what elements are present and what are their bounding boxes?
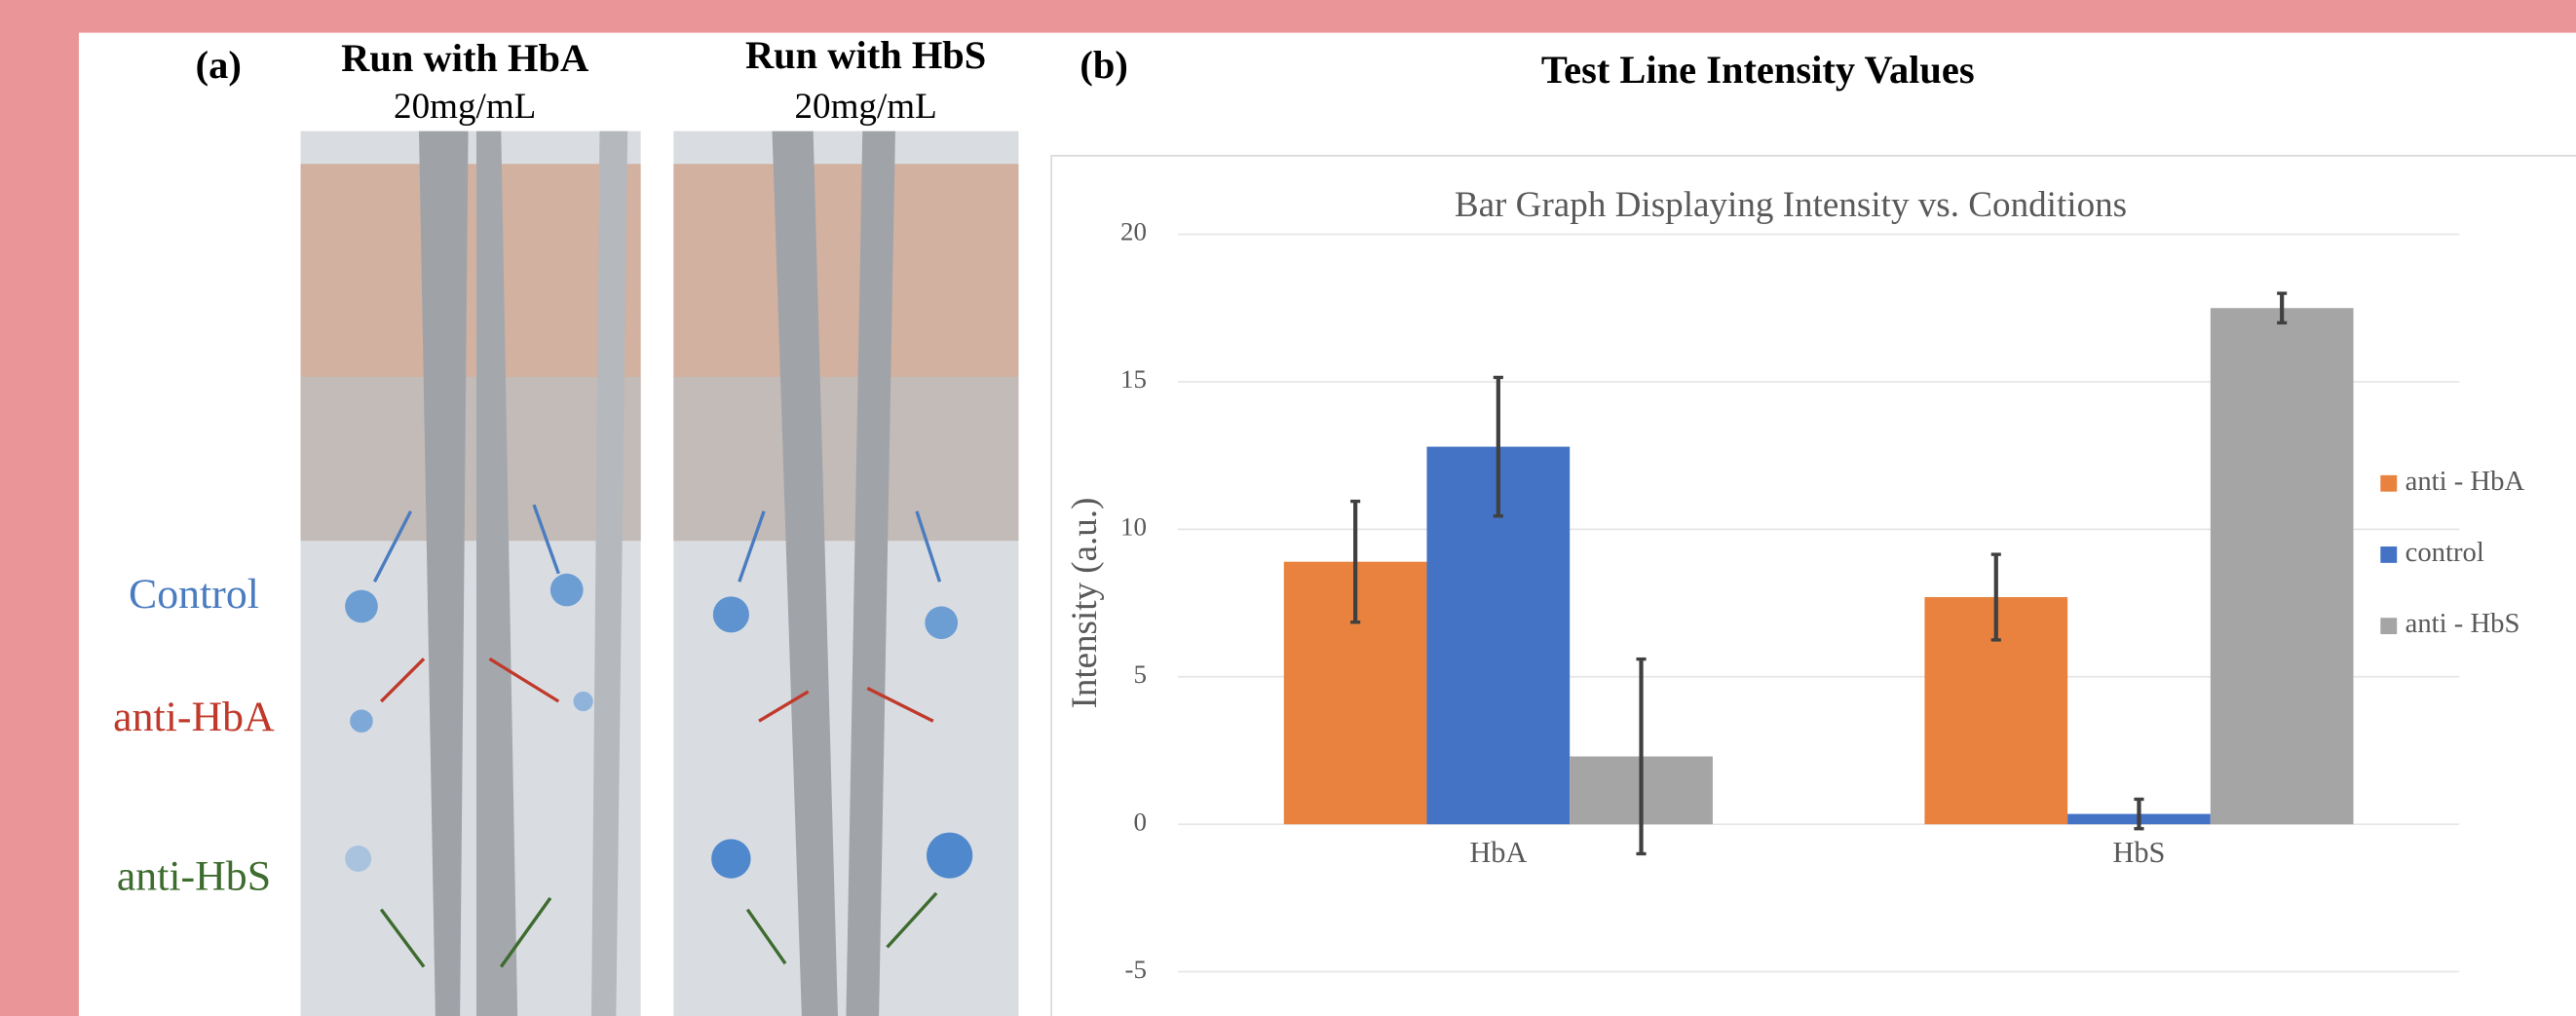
panel-heading: Test Line Intensity Values [1541, 48, 1975, 92]
legend-swatch [2380, 618, 2397, 634]
strip-title: Run with HbA [341, 36, 588, 80]
y-tick-label: -5 [1125, 955, 1147, 984]
panel-label: (a) [196, 43, 242, 87]
y-tick-label: 5 [1134, 659, 1147, 689]
strip-concentration: 20mg/mL [394, 87, 536, 127]
y-axis-label: Intensity (a.u.) [1065, 498, 1105, 709]
panel-label: (b) [1080, 43, 1127, 87]
line-label: anti-HbA [113, 694, 275, 740]
legend-label: anti - HbA [2406, 466, 2525, 497]
y-tick-label: 20 [1120, 217, 1147, 246]
y-tick-label: 10 [1120, 512, 1147, 542]
bar [2211, 308, 2354, 824]
page: {"panel_a": {"label": "(a)", "strips": [… [0, 0, 2576, 1016]
strip-concentration: 20mg/mL [794, 87, 936, 127]
legend-swatch [2380, 475, 2397, 492]
x-tick-label: HbA [1469, 836, 1527, 869]
line-label: Control [129, 571, 259, 618]
y-tick-label: 15 [1120, 364, 1147, 394]
legend-label: control [2406, 537, 2484, 568]
figure: (a) Run with HbA 20mg/mL Run with HbS 20… [0, 0, 2576, 1016]
legend-label: anti - HbS [2406, 608, 2520, 639]
line-label: anti-HbS [117, 852, 271, 899]
y-tick-label: 0 [1134, 807, 1147, 836]
x-tick-label: HbS [2112, 836, 2165, 869]
legend-swatch [2380, 546, 2397, 563]
strip-photo [673, 132, 1018, 1016]
strip-photo [301, 132, 641, 1016]
strip-title: Run with HbS [745, 33, 986, 77]
chart-title: Bar Graph Displaying Intensity vs. Condi… [1455, 185, 2127, 225]
